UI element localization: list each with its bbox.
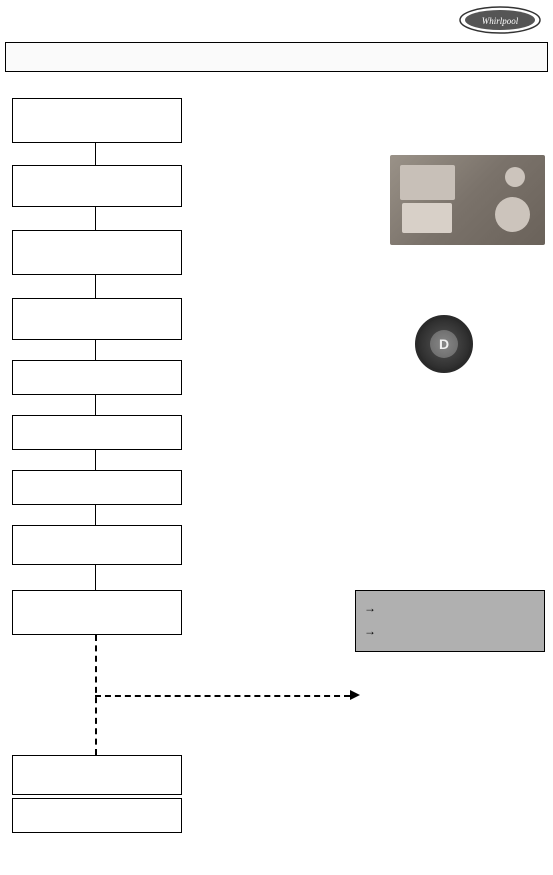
- flow-step-3: [12, 230, 182, 275]
- knob-label: D: [430, 330, 458, 358]
- arrow-icon: →: [364, 620, 376, 642]
- flow-step-6: [12, 415, 182, 450]
- info-line-1: →: [364, 597, 536, 620]
- connector: [95, 275, 96, 298]
- info-box: → →: [355, 590, 545, 652]
- brand-logo: Whirlpool: [458, 5, 543, 35]
- flow-step-4: [12, 298, 182, 340]
- dispenser-image: [390, 155, 545, 245]
- flow-step-7: [12, 470, 182, 505]
- flow-step-8: [12, 525, 182, 565]
- connector: [95, 395, 96, 415]
- flow-step-9: [12, 590, 182, 635]
- info-line-2: →: [364, 620, 536, 643]
- arrow-right-icon: [350, 690, 360, 700]
- connector: [95, 340, 96, 360]
- svg-text:Whirlpool: Whirlpool: [482, 16, 519, 26]
- connector: [95, 565, 96, 590]
- flow-step-11: [12, 798, 182, 833]
- connector: [95, 143, 96, 165]
- connector: [95, 505, 96, 525]
- flow-step-2: [12, 165, 182, 207]
- arrow-icon: →: [364, 597, 376, 619]
- flow-step-1: [12, 98, 182, 143]
- connector-dashed: [95, 695, 350, 697]
- dispenser-detail: [485, 167, 530, 232]
- connector: [95, 450, 96, 470]
- flow-step-5: [12, 360, 182, 395]
- flow-step-10: [12, 755, 182, 795]
- header-title-box: [5, 42, 548, 72]
- knob-image: D: [415, 315, 473, 373]
- connector: [95, 207, 96, 230]
